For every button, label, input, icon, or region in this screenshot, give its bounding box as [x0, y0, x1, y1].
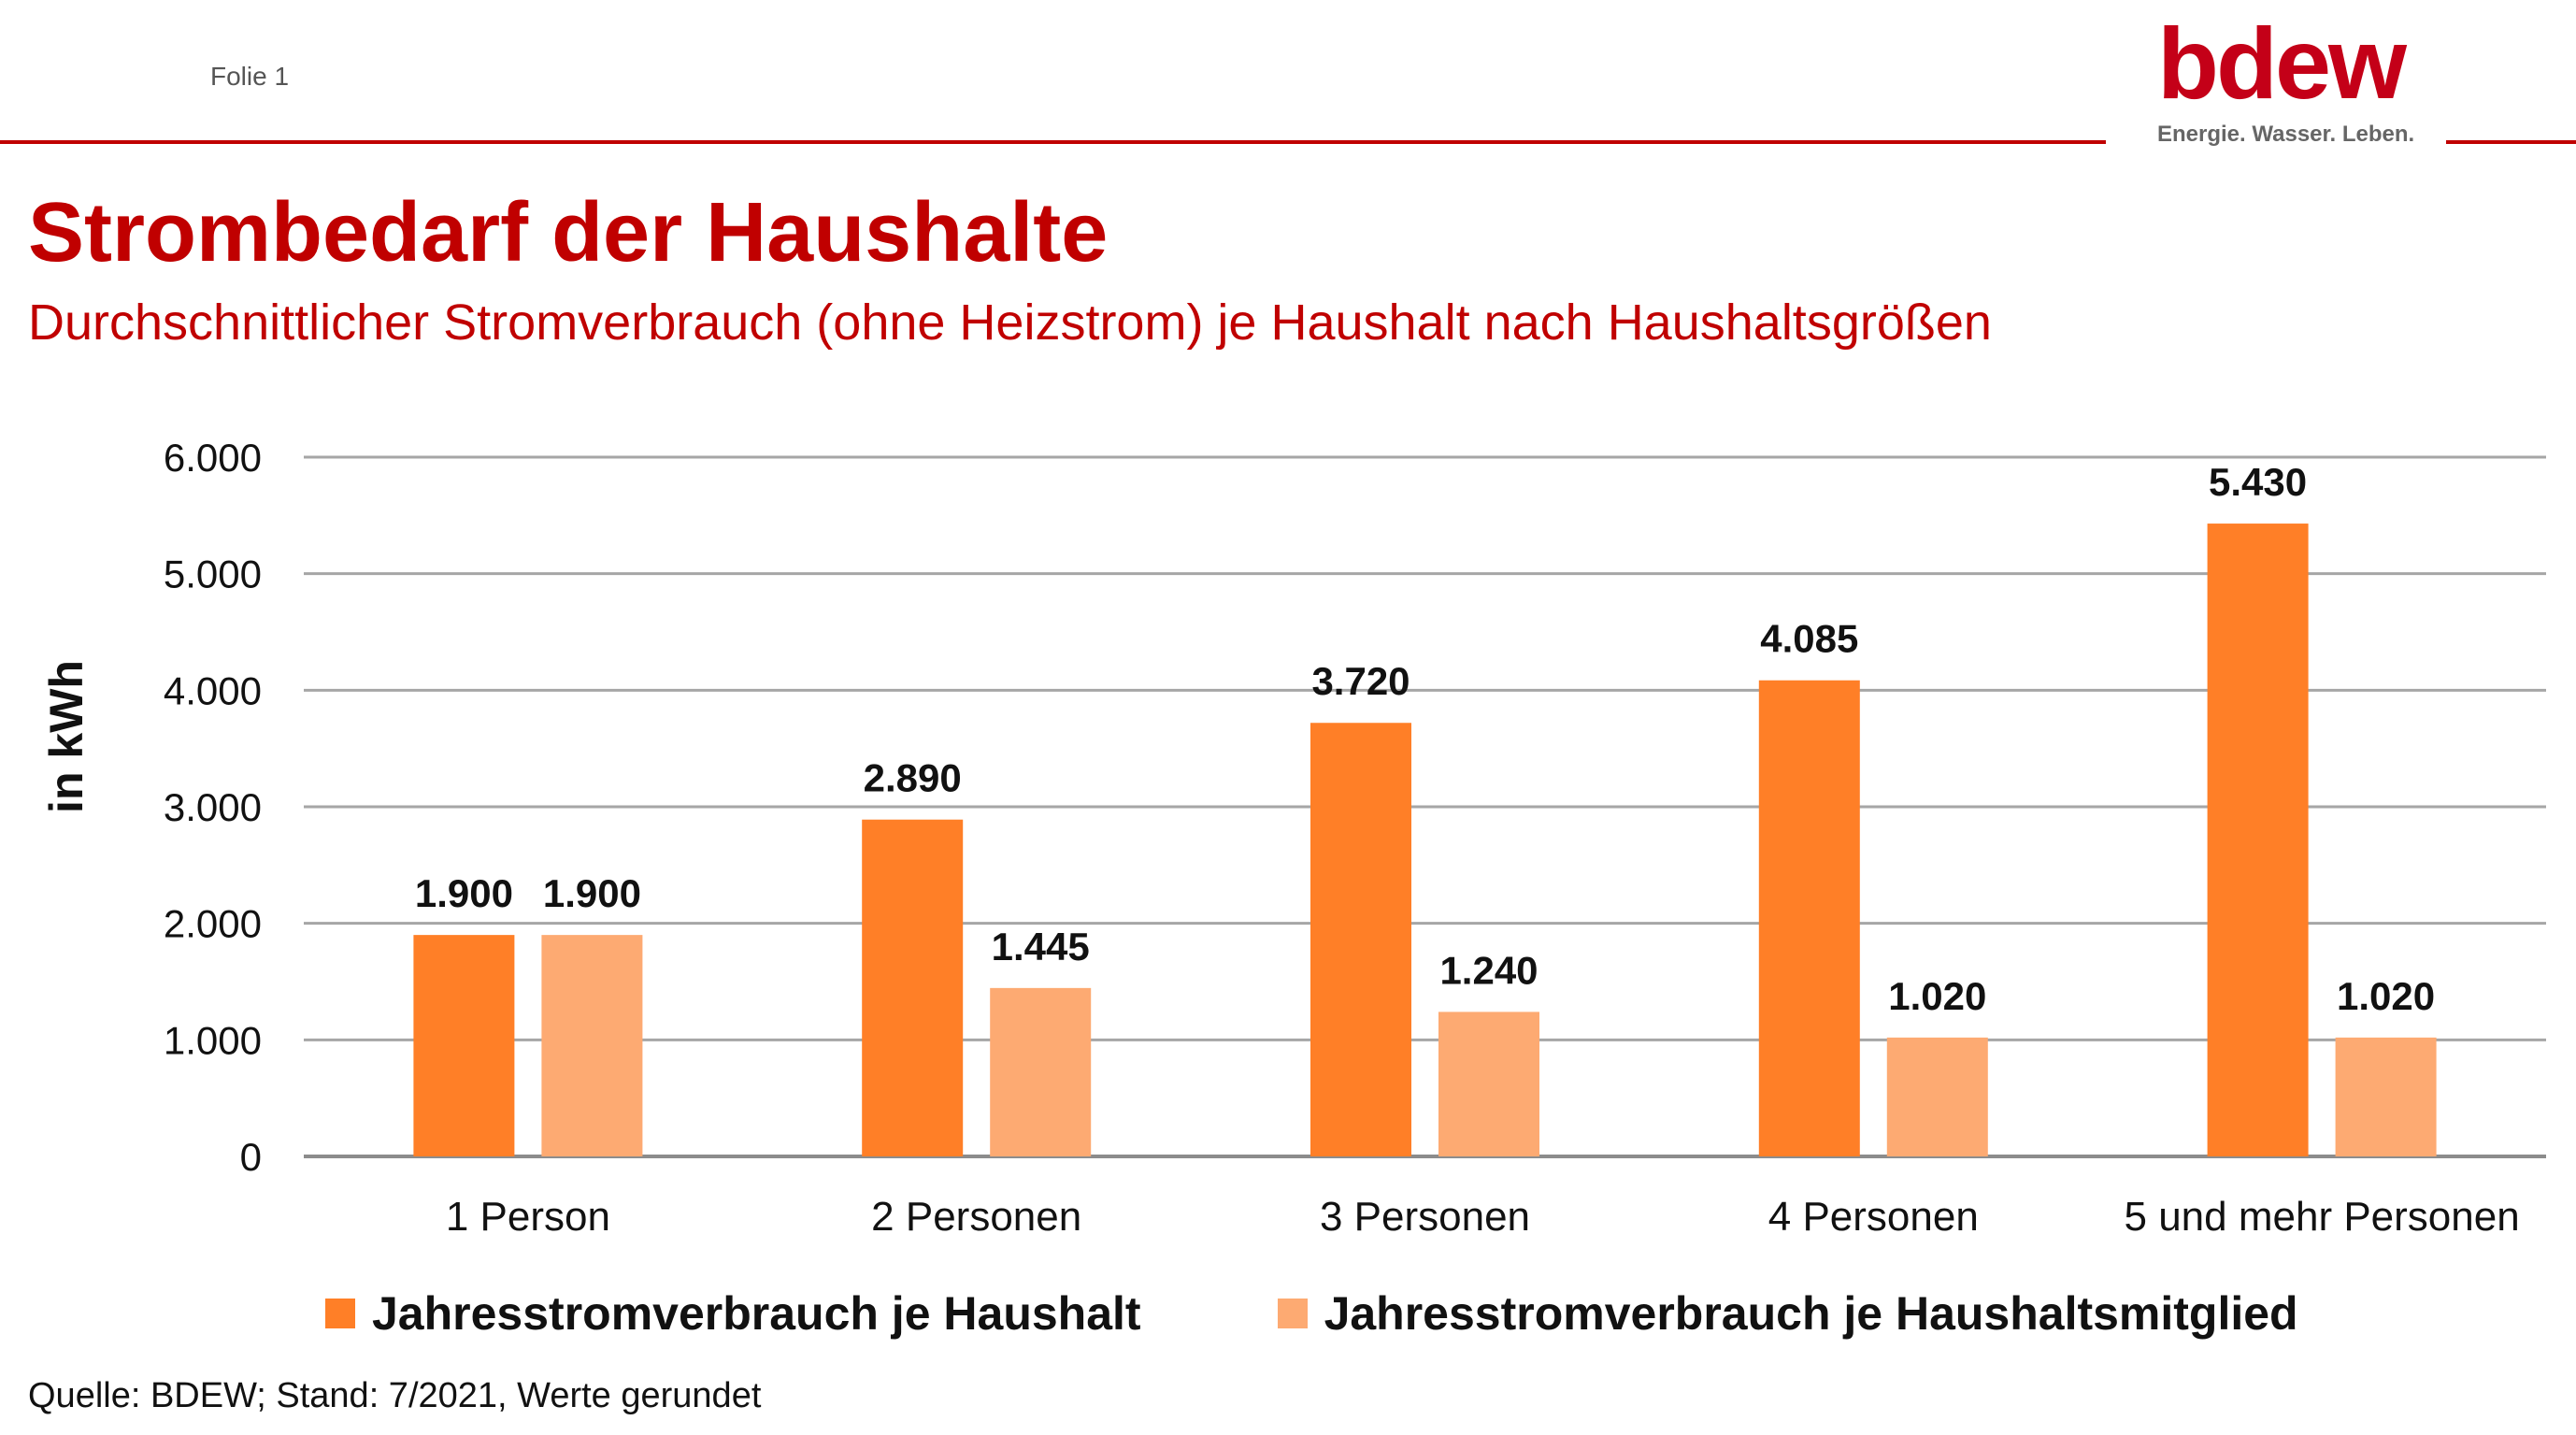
- data-label: 3.720: [1311, 659, 1410, 703]
- bars: [413, 524, 2437, 1156]
- y-tick-label: 2.000: [164, 902, 262, 946]
- bar: [541, 935, 643, 1156]
- data-label: 1.445: [992, 925, 1090, 969]
- x-tick-label: 4 Personen: [1768, 1194, 1979, 1240]
- bar: [413, 935, 515, 1156]
- y-tick-label: 0: [240, 1135, 262, 1179]
- x-tick-label: 2 Personen: [871, 1194, 1081, 1240]
- y-axis-title: in kWh: [40, 660, 93, 813]
- y-tick-label: 4.000: [164, 668, 262, 712]
- data-label: 4.085: [1760, 617, 1858, 661]
- legend-swatch-household: [325, 1299, 355, 1328]
- legend-label-household: Jahresstromverbrauch je Haushalt: [372, 1287, 1141, 1340]
- logo-tagline: Energie. Wasser. Leben.: [2157, 122, 2415, 147]
- source-note: Quelle: BDEW; Stand: 7/2021, Werte gerun…: [28, 1376, 762, 1415]
- data-label: 2.890: [864, 756, 962, 800]
- bar: [990, 987, 1092, 1156]
- x-axis-ticks: 1 Person 2 Personen 3 Personen 4 Personen 5 …: [446, 1194, 2520, 1240]
- bdew-logo: bdew Energie. Wasser. Leben.: [2105, 13, 2446, 153]
- gridlines: [304, 455, 2546, 1158]
- data-label: 1.900: [415, 871, 513, 915]
- x-tick-label: 5 und mehr Personen: [2125, 1194, 2520, 1240]
- slide-number: Folie 1: [210, 62, 290, 91]
- x-tick-label: 1 Person: [446, 1194, 610, 1240]
- data-label: 1.240: [1439, 948, 1538, 992]
- data-label: 5.430: [2209, 460, 2307, 504]
- bar: [1886, 1037, 1988, 1156]
- legend-swatch-member: [1277, 1299, 1308, 1328]
- data-label: 1.900: [543, 871, 641, 915]
- header-rule-left: [0, 140, 2106, 144]
- slide-subtitle: Durchschnittlicher Stromverbrauch (ohne …: [28, 294, 1992, 351]
- x-tick-label: 3 Personen: [1320, 1194, 1530, 1240]
- bar: [1310, 723, 1411, 1156]
- bar: [862, 819, 964, 1156]
- header-rule-right: [2446, 140, 2576, 144]
- data-label: 1.020: [1888, 974, 1986, 1018]
- chart-legend: Jahresstromverbrauch je Haushalt Jahress…: [325, 1283, 2435, 1344]
- y-tick-label: 3.000: [164, 785, 262, 829]
- bar: [1438, 1012, 1539, 1156]
- legend-item-member: Jahresstromverbrauch je Haushaltsmitglie…: [1277, 1286, 2298, 1341]
- y-tick-label: 6.000: [164, 436, 262, 480]
- legend-item-household: Jahresstromverbrauch je Haushalt: [325, 1286, 1141, 1341]
- data-labels: 1.900 1.900 2.890 1.445 3.720 1.240 4.085 1.020…: [415, 460, 2435, 1018]
- slide-title: Strombedarf der Haushalte: [28, 186, 1109, 280]
- data-label: 1.020: [2337, 974, 2435, 1018]
- bar: [1758, 680, 1860, 1156]
- y-tick-label: 5.000: [164, 552, 262, 596]
- logo-wordmark: bdew: [2157, 7, 2407, 120]
- legend-label-member: Jahresstromverbrauch je Haushaltsmitglie…: [1324, 1287, 2298, 1340]
- bar: [2207, 524, 2309, 1156]
- bar: [2335, 1037, 2437, 1156]
- y-tick-label: 1.000: [164, 1018, 262, 1062]
- y-axis-ticks: 0 1.000 2.000 3.000 4.000 5.000 6.000: [164, 436, 262, 1179]
